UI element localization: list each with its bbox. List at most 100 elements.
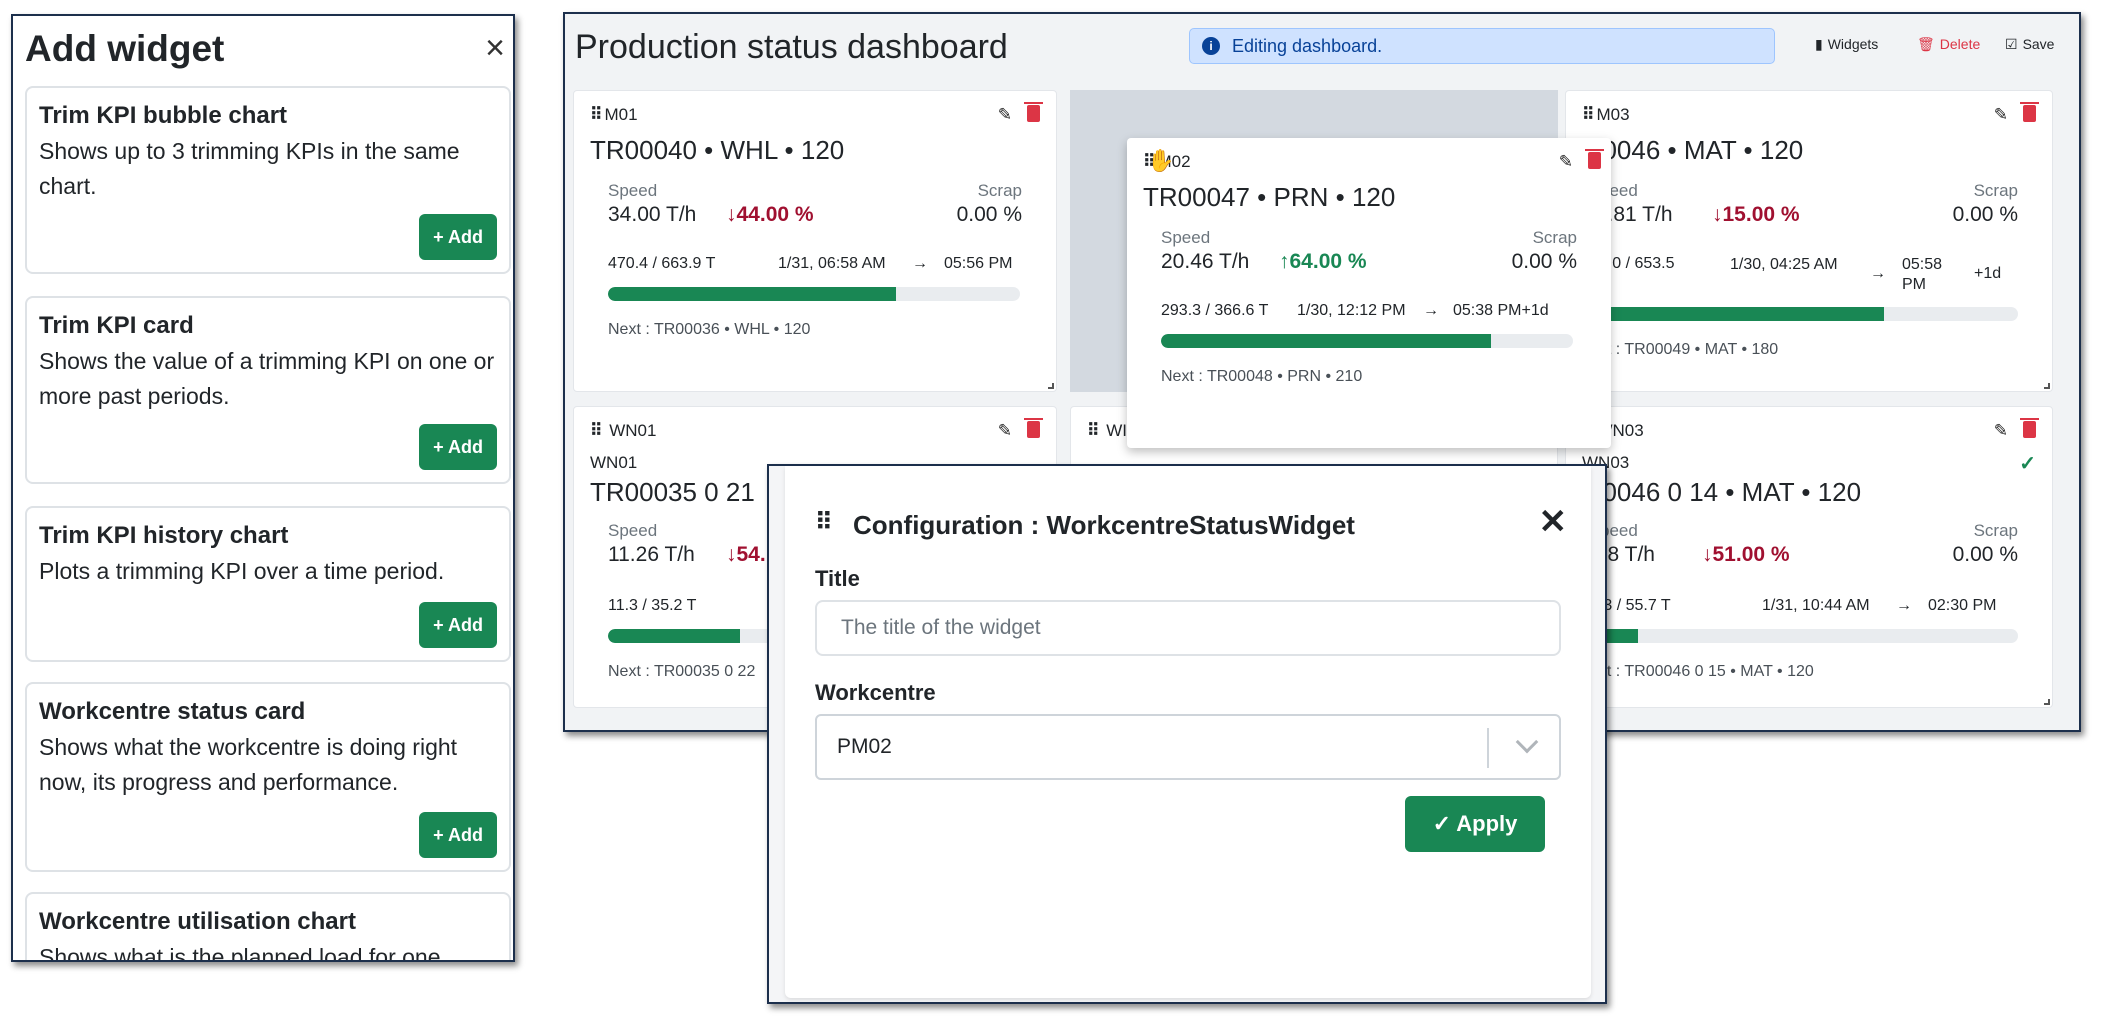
workcentre-tile-m03[interactable]: ⠿ M03 ✎ 00046 • MAT • 120 peed Scrap .4.8… [1565, 90, 2053, 392]
trash-icon: 🗑 [1917, 36, 1935, 52]
resize-handle-icon[interactable] [1048, 383, 1054, 389]
widget-card-workcentre-status-card: Workcentre status card Shows what the wo… [25, 682, 511, 872]
speed-label: Speed [608, 181, 658, 200]
speed-delta: ↓44.00 % [726, 203, 814, 226]
progress-bar [1586, 629, 2018, 643]
drag-handle-icon[interactable]: ⠿ [1087, 421, 1100, 440]
speed-delta: ↓51.00 % [1702, 543, 1790, 566]
drag-handle-icon[interactable]: ⠿ [1143, 152, 1156, 171]
end-time: 05:56 PM [944, 255, 1013, 272]
workcentre-field-label: Workcentre [815, 680, 936, 705]
drag-handle-icon[interactable]: ⠿ [590, 105, 603, 124]
widget-card-title: Trim KPI card [39, 312, 194, 339]
workcentre-tile-m01[interactable]: ⠿ M01 ✎ TR00040 • WHL • 120 Speed Scrap 3… [573, 90, 1057, 392]
end-time: 05:58 PM [1902, 256, 1943, 293]
close-icon[interactable]: ✕ [1538, 503, 1568, 541]
tile-header: ⠿ WN01 [590, 421, 656, 441]
trash-icon[interactable] [1024, 418, 1043, 438]
delete-label: Delete [1939, 36, 1981, 52]
speed-label: peed [1600, 521, 1638, 540]
trash-icon[interactable] [1585, 149, 1604, 169]
title-input[interactable]: The title of the widget [815, 600, 1561, 656]
check-icon: ✓ [2019, 453, 2036, 475]
delete-button[interactable]: 🗑 Delete [1917, 34, 1980, 54]
next-job: Next : TR00036 • WHL • 120 [608, 321, 811, 338]
scrap-label: Scrap [1532, 228, 1577, 247]
job-label: 00046 • MAT • 120 [1588, 135, 1804, 165]
edit-icon[interactable]: ✎ [997, 421, 1012, 440]
next-job: ext : TR00049 • MAT • 180 [1590, 341, 1779, 358]
widget-card-title: Trim KPI history chart [39, 522, 289, 549]
trash-icon[interactable] [2020, 418, 2039, 438]
arrow-right-icon: → [1423, 302, 1439, 319]
resize-handle-icon[interactable] [2044, 383, 2050, 389]
edit-icon[interactable]: ✎ [1558, 152, 1573, 171]
add-button[interactable]: + Add [419, 602, 497, 648]
close-icon[interactable]: × [485, 29, 505, 67]
chevron-down-icon[interactable] [1515, 730, 1539, 754]
start-time: 1/30, 12:12 PM [1297, 302, 1406, 319]
edit-icon[interactable]: ✎ [1993, 421, 2008, 440]
drag-handle-icon[interactable]: ⠿ [1582, 105, 1595, 124]
tile-header: ⠿ M03 [1582, 105, 1630, 125]
workcentre-tile-wn03[interactable]: ⠿WN03 ✎ WN03 ✓ 00046 0 14 • MAT • 120 pe… [1565, 406, 2053, 708]
widgets-label: Widgets [1827, 36, 1879, 52]
tile-name: WN01 [609, 421, 657, 440]
progress-bar [1161, 334, 1573, 348]
widget-card-title: Trim KPI bubble chart [39, 102, 288, 129]
end-day-offset: +1d [1974, 265, 2002, 282]
drag-handle-icon[interactable]: ⠿ [815, 509, 832, 536]
weight-progress: 1.3 / 55.7 T [1590, 597, 1671, 614]
select-separator [1487, 728, 1489, 768]
job-label: TR00047 • PRN • 120 [1143, 182, 1396, 212]
title-field-label: Title [815, 566, 860, 591]
edit-icon[interactable]: ✎ [1993, 105, 2008, 124]
speed-value: 20.46 T/h [1161, 250, 1250, 273]
weight-progress: 11.3 / 35.2 T [608, 597, 697, 614]
add-button[interactable]: + Add [419, 214, 497, 260]
workcentre-select[interactable]: PM02 [815, 714, 1561, 780]
progress-bar [1586, 307, 2018, 321]
start-time: 1/31, 10:44 AM [1762, 597, 1870, 614]
scrap-value: 0.00 % [1511, 250, 1577, 273]
widget-card-workcentre-utilisation-chart: Workcentre utilisation chart Shows what … [25, 892, 511, 960]
workcentre-subtitle: WN01 [590, 453, 638, 472]
next-job: Next : TR00048 • PRN • 210 [1161, 368, 1363, 385]
alert-text: Editing dashboard. [1232, 36, 1383, 56]
trash-icon[interactable] [1024, 102, 1043, 122]
start-time: 1/31, 06:58 AM [778, 255, 886, 272]
widget-card-description: Plots a trimming KPI over a time period. [39, 558, 445, 584]
widget-card-description: Shows what the workcentre is doing right… [39, 734, 458, 795]
progress-fill [1586, 307, 1885, 321]
trash-icon[interactable] [2020, 102, 2039, 122]
widget-card-title: Workcentre utilisation chart [39, 908, 356, 935]
workcentre-tile-m02-dragging[interactable]: ⠿ M02 ✋ ✎ TR00047 • PRN • 120 Speed Scrap… [1127, 138, 1611, 448]
page-title: Production status dashboard [575, 28, 1008, 66]
drag-handle-icon[interactable]: ⠿ [590, 421, 603, 440]
speed-delta: ↑64.00 % [1279, 250, 1367, 273]
tile-header: ⠿ M02 [1143, 152, 1191, 172]
speed-value: 34.00 T/h [608, 203, 697, 226]
speed-label: Speed [1161, 228, 1211, 247]
add-button[interactable]: + Add [419, 424, 497, 470]
add-button[interactable]: + Add [419, 812, 497, 858]
widgets-button[interactable]: ▮ Widgets [1815, 34, 1878, 54]
widget-card-description: Shows up to 3 trimming KPIs in the same … [39, 138, 460, 199]
resize-handle-icon[interactable] [2044, 699, 2050, 705]
weight-progress: 44.0 / 653.5 [1590, 255, 1675, 272]
speed-delta: ↓54. [726, 543, 766, 566]
tile-header: ⠿ WI [1087, 421, 1127, 441]
widget-card-trim-kpi-card: Trim KPI card Shows the value of a trimm… [25, 296, 511, 484]
widget-card-trim-kpi-bubble-chart: Trim KPI bubble chart Shows up to 3 trim… [25, 86, 511, 274]
job-label: 00046 0 14 • MAT • 120 [1588, 477, 1862, 507]
bar-chart-icon: ▮ [1815, 36, 1823, 52]
edit-icon[interactable]: ✎ [997, 105, 1012, 124]
speed-label: Speed [608, 521, 658, 540]
save-button[interactable]: ☑ Save [2005, 34, 2054, 54]
tile-name: M02 [1157, 152, 1191, 171]
scrap-label: Scrap [1973, 181, 2018, 200]
job-label: TR00035 0 21 [590, 477, 755, 507]
progress-fill [1161, 334, 1491, 348]
apply-button[interactable]: ✓ Apply [1405, 796, 1545, 852]
info-icon: i [1202, 37, 1220, 55]
